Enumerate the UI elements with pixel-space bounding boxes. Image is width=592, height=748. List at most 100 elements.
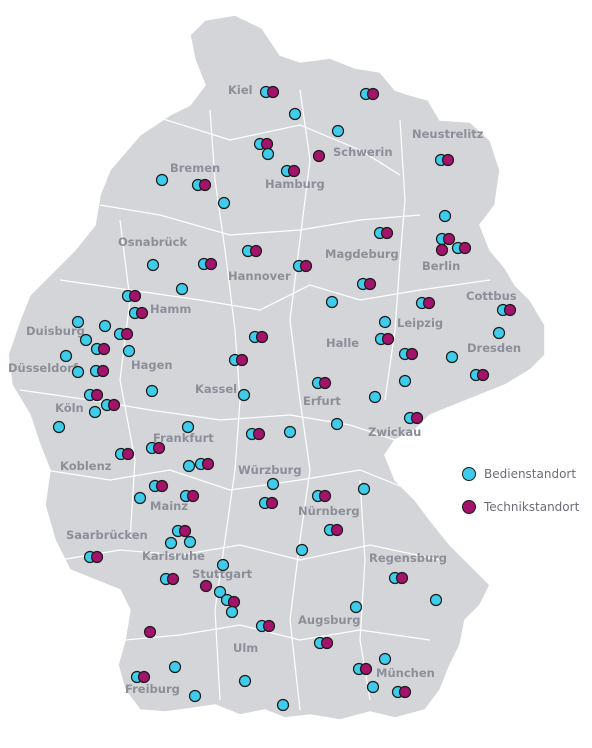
technikstandort-marker	[398, 685, 412, 699]
city-label: Hamm	[150, 302, 191, 316]
city-label: Mainz	[150, 499, 188, 513]
technikstandort-marker	[204, 257, 218, 271]
bedienstandort-marker	[168, 660, 182, 674]
city-label: Zwickau	[368, 425, 421, 439]
bedienstandort-marker	[261, 147, 275, 161]
technikstandort-marker	[410, 411, 424, 425]
technikstandort-marker	[235, 353, 249, 367]
technikstandort-marker	[503, 303, 517, 317]
technikstandort-marker	[265, 496, 279, 510]
technikstandort-marker	[287, 164, 301, 178]
technikstandort-marker	[186, 489, 200, 503]
technikstandort-marker	[152, 441, 166, 455]
city-label: Schwerin	[333, 145, 393, 159]
bedienstandort-marker	[71, 365, 85, 379]
technikstandort-marker	[201, 457, 215, 471]
bedienstandort-marker	[59, 349, 73, 363]
city-label: Ulm	[233, 641, 258, 655]
bedienstandort-marker	[188, 689, 202, 703]
bedienstandort-marker	[266, 477, 280, 491]
technikstandort-marker	[318, 489, 332, 503]
bedienstandort-marker	[492, 326, 506, 340]
bedienstandort-marker	[175, 282, 189, 296]
region-borders	[19, 89, 491, 711]
technikstandort-marker	[366, 87, 380, 101]
technikstandort-marker	[255, 330, 269, 344]
technikstandort-marker	[330, 523, 344, 537]
technikstandort-marker	[120, 327, 134, 341]
technikstandort-marker	[107, 398, 121, 412]
bedienstandort-marker	[276, 698, 290, 712]
city-label: Dresden	[467, 341, 521, 355]
city-label: Leipzig	[397, 316, 443, 330]
technikstandort-marker	[199, 579, 213, 593]
bedienstandort-marker	[155, 173, 169, 187]
bedienstandort-marker	[133, 491, 147, 505]
city-label: Hagen	[131, 358, 173, 372]
technikstandort-marker	[96, 364, 110, 378]
bedienstandort-marker	[378, 652, 392, 666]
technikstandort-marker	[381, 332, 395, 346]
technikstandort-marker	[299, 259, 313, 273]
city-label: Duisburg	[26, 324, 85, 338]
technikstandort-marker	[90, 388, 104, 402]
technikstandort-marker	[155, 479, 169, 493]
bedienstandort-marker	[216, 558, 230, 572]
city-label: Nürnberg	[298, 504, 360, 518]
technikstandort-marker	[476, 368, 490, 382]
technikstandort-marker	[422, 296, 436, 310]
technikstandort-marker	[442, 232, 456, 246]
technikstandort-marker	[128, 289, 142, 303]
bedienstandort-marker	[238, 674, 252, 688]
bedienstandort-marker	[445, 350, 459, 364]
bedienstandort-marker	[182, 459, 196, 473]
bedienstandort-marker	[331, 124, 345, 138]
bedienstandort-marker	[71, 315, 85, 329]
technikstandort-marker	[97, 342, 111, 356]
technikstandort-marker	[318, 376, 332, 390]
technikstandort-marker	[178, 524, 192, 538]
city-label: Hannover	[228, 269, 291, 283]
technikstandort-marker	[363, 277, 377, 291]
bedienstandort-marker	[213, 585, 227, 599]
city-label: Regensburg	[369, 551, 447, 565]
legend-item-bedien: Bedienstandort	[462, 465, 579, 482]
city-label: Erfurt	[303, 394, 341, 408]
bedienstandort-marker	[349, 600, 363, 614]
city-label: Berlin	[422, 259, 460, 273]
bedienstandort-marker	[378, 315, 392, 329]
bedienstandort-marker	[88, 405, 102, 419]
technikstandort-marker	[249, 244, 263, 258]
technikstandort-marker	[90, 550, 104, 564]
bedienstandort-marker	[295, 543, 309, 557]
city-label: Kiel	[228, 83, 253, 97]
city-label: Koblenz	[60, 459, 112, 473]
technikstandort-marker	[266, 85, 280, 99]
technikstandort-marker	[380, 226, 394, 240]
city-label: Freiburg	[125, 682, 180, 696]
bedienstandort-marker	[164, 536, 178, 550]
technikstandort-marker	[260, 137, 274, 151]
city-label: Köln	[55, 401, 84, 415]
city-label: Würzburg	[238, 463, 302, 477]
bedienstandort-marker	[217, 196, 231, 210]
bedienstandort-marker	[366, 680, 380, 694]
technikstandort-marker	[312, 149, 326, 163]
technikstandort-marker	[252, 427, 266, 441]
city-label: Saarbrücken	[66, 528, 148, 542]
bedienstandort-marker	[357, 482, 371, 496]
technikstandort-marker	[166, 572, 180, 586]
bedienstandort-marker	[122, 344, 136, 358]
technikstandort-marker	[121, 447, 135, 461]
technikstandort-marker	[262, 619, 276, 633]
technikstandort-marker	[320, 636, 334, 650]
bedienstandort-marker	[183, 535, 197, 549]
bedienstandort-marker	[325, 295, 339, 309]
bedienstandort-marker	[181, 420, 195, 434]
technikstandort-marker	[441, 153, 455, 167]
city-label: Düsseldorf	[8, 361, 79, 375]
bedienstandort-marker	[368, 390, 382, 404]
bedienstandort-marker	[52, 420, 66, 434]
technikstandort-marker	[137, 670, 151, 684]
